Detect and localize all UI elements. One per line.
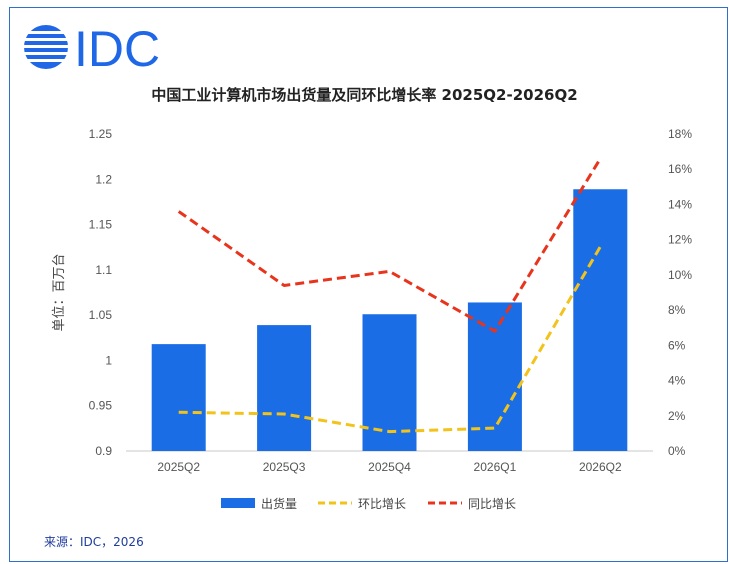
y2-tick-label: 8% (668, 303, 686, 317)
y-axis-label: 单位：百万台 (52, 253, 67, 331)
y2-tick-label: 4% (668, 374, 686, 388)
y-tick-label: 1.15 (89, 218, 113, 232)
x-tick-label: 2025Q3 (263, 460, 306, 474)
bar (362, 314, 417, 451)
y2-tick-label: 12% (668, 233, 692, 247)
idc-logo: IDC (22, 22, 160, 72)
y-tick-label: 1.25 (89, 127, 113, 141)
y-tick-label: 1.2 (95, 172, 112, 186)
y2-tick-label: 0% (668, 444, 686, 458)
legend-label: 环比增长 (358, 497, 406, 511)
y-tick-label: 1.1 (95, 263, 112, 277)
legend-swatch (221, 498, 255, 508)
legend-label: 同比增长 (468, 497, 516, 511)
logo-text: IDC (74, 22, 160, 72)
bar (151, 344, 206, 451)
x-tick-label: 2025Q4 (368, 460, 411, 474)
y-tick-label: 1.05 (89, 308, 113, 322)
legend-label: 出货量 (261, 496, 297, 511)
y2-tick-label: 6% (668, 338, 686, 352)
y2-tick-label: 2% (668, 409, 686, 423)
series-line (178, 245, 602, 434)
y-tick-label: 1 (105, 353, 112, 367)
y2-tick-label: 18% (668, 127, 692, 141)
y2-tick-label: 10% (668, 268, 692, 282)
chart-title: 中国工业计算机市场出货量及同环比增长率 2025Q2-2026Q2 (151, 86, 578, 104)
y-tick-label: 0.95 (89, 399, 113, 413)
x-tick-label: 2025Q2 (157, 460, 200, 474)
y2-tick-label: 14% (668, 197, 692, 211)
x-tick-label: 2026Q1 (474, 460, 517, 474)
bar (573, 189, 628, 451)
x-tick-label: 2026Q2 (579, 460, 622, 474)
globe-icon (22, 25, 70, 69)
source-note: 来源：IDC，2026 (44, 535, 144, 549)
bar (257, 325, 312, 451)
bar (467, 302, 522, 451)
y-tick-label: 0.9 (95, 444, 112, 458)
series-line (177, 157, 602, 333)
y2-tick-label: 16% (668, 162, 692, 176)
